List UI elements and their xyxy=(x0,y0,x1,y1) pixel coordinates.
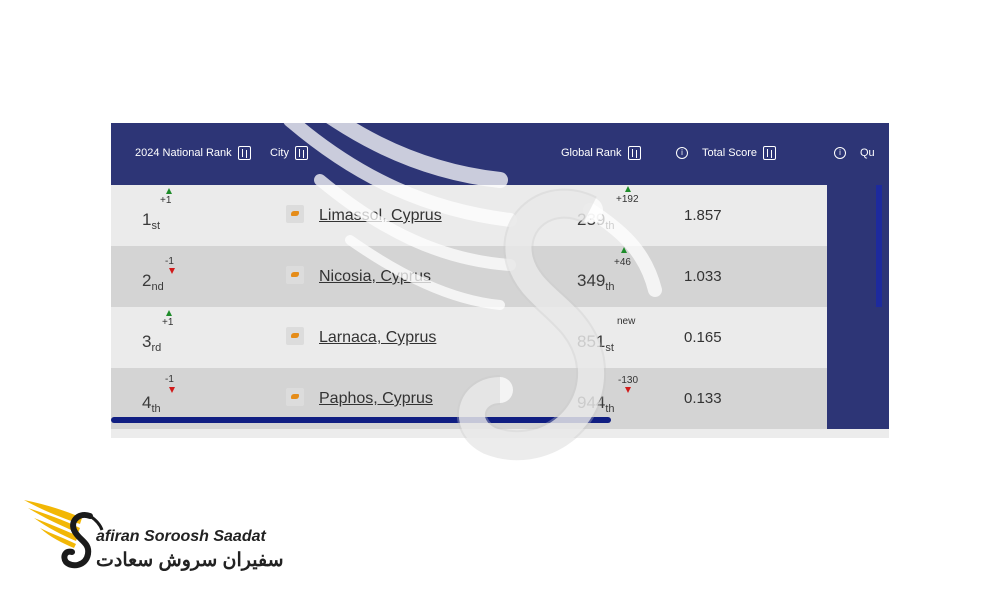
sort-icon[interactable] xyxy=(763,146,777,160)
table-row[interactable]: +1 1st Limassol, Cyprus +192 239th 1.857 xyxy=(111,185,827,246)
rank-up-arrow-icon xyxy=(166,188,172,194)
sort-icon[interactable] xyxy=(294,146,308,160)
rank-up-arrow-icon xyxy=(166,310,172,316)
global-down-arrow-icon xyxy=(625,387,631,393)
city-link[interactable]: Limassol, Cyprus xyxy=(319,207,442,224)
national-rank: 3rd xyxy=(142,332,162,354)
global-rank: 944th xyxy=(577,393,615,415)
national-rank: 2nd xyxy=(142,271,164,293)
company-logo: afiran Soroosh Saadat سفیران سروش سعادت xyxy=(24,494,294,584)
cyprus-flag-icon xyxy=(286,205,304,223)
swan-logo-icon xyxy=(24,500,104,569)
rank-change: +1 xyxy=(162,317,174,328)
city-link[interactable]: Nicosia, Cyprus xyxy=(319,268,432,285)
cyprus-flag-icon xyxy=(286,327,304,345)
total-score: 1.857 xyxy=(684,207,722,224)
horizontal-scrollbar[interactable] xyxy=(111,417,611,423)
sort-icon[interactable] xyxy=(627,146,641,160)
total-score: 1.033 xyxy=(684,268,722,285)
global-rank-change: new xyxy=(617,316,636,327)
global-rank-change: +46 xyxy=(614,257,631,268)
header-national-rank[interactable]: 2024 National Rank xyxy=(135,142,251,164)
city-link[interactable]: Paphos, Cyprus xyxy=(319,390,433,407)
header-global-rank[interactable]: Global Rank xyxy=(561,142,641,164)
national-rank: 1st xyxy=(142,210,161,232)
global-rank-change: +192 xyxy=(616,194,639,205)
info-icon[interactable]: i xyxy=(834,147,846,159)
global-up-arrow-icon xyxy=(625,186,631,192)
total-score: 0.165 xyxy=(684,329,722,346)
global-rank-change: -130 xyxy=(618,375,639,386)
rank-change: -1 xyxy=(165,374,174,385)
rank-change: +1 xyxy=(160,195,172,206)
cyprus-flag-icon xyxy=(286,388,304,406)
city-link[interactable]: Larnaca, Cyprus xyxy=(319,329,437,346)
header-total-score[interactable]: i Total Score xyxy=(676,142,777,164)
header-quality[interactable]: i Qu xyxy=(834,142,904,164)
quality-bar xyxy=(876,185,882,307)
global-rank: 239th xyxy=(577,210,615,232)
cyprus-flag-icon xyxy=(286,266,304,284)
rank-down-arrow-icon xyxy=(169,387,175,393)
ranking-table: 2024 National Rank City Global Rank i To… xyxy=(111,123,889,438)
logo-name-en: afiran Soroosh Saadat xyxy=(96,528,266,545)
table-header: 2024 National Rank City Global Rank i To… xyxy=(111,123,889,185)
global-up-arrow-icon xyxy=(621,247,627,253)
logo-name-fa: سفیران سروش سعادت xyxy=(96,550,284,571)
table-row[interactable]: +1 3rd Larnaca, Cyprus new 851st 0.165 xyxy=(111,307,827,368)
national-rank: 4th xyxy=(142,393,161,415)
rank-down-arrow-icon xyxy=(169,268,175,274)
total-score: 0.133 xyxy=(684,390,722,407)
global-rank: 349th xyxy=(577,271,615,293)
info-icon[interactable]: i xyxy=(676,147,688,159)
rank-change: -1 xyxy=(165,256,174,267)
global-rank: 851st xyxy=(577,332,614,354)
sort-icon[interactable] xyxy=(237,146,251,160)
table-row[interactable]: -1 2nd Nicosia, Cyprus +46 349th 1.033 xyxy=(111,246,827,307)
header-city[interactable]: City xyxy=(270,142,308,164)
